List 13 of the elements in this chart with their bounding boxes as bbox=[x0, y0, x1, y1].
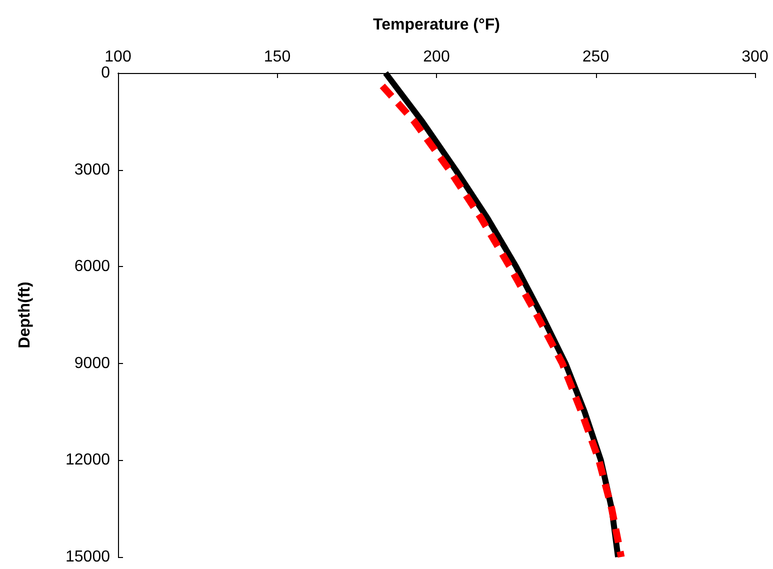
x-tick-label: 200 bbox=[423, 48, 450, 66]
y-tick-label: 15000 bbox=[66, 548, 110, 566]
y-tick-label: 0 bbox=[101, 64, 110, 82]
x-tick-label: 250 bbox=[582, 48, 610, 66]
y-tick-label: 6000 bbox=[74, 258, 110, 276]
x-axis-title: Temperature (°F) bbox=[372, 16, 500, 34]
x-tick-label: 100 bbox=[104, 48, 132, 66]
y-tick-label: 3000 bbox=[74, 161, 110, 178]
y-tick-label: 12000 bbox=[66, 452, 110, 469]
x-tick-label: 150 bbox=[264, 48, 291, 66]
y-axis-title: Depth(ft) bbox=[16, 282, 34, 348]
y-tick-label: 9000 bbox=[74, 354, 110, 372]
x-tick-label: 300 bbox=[742, 48, 768, 66]
